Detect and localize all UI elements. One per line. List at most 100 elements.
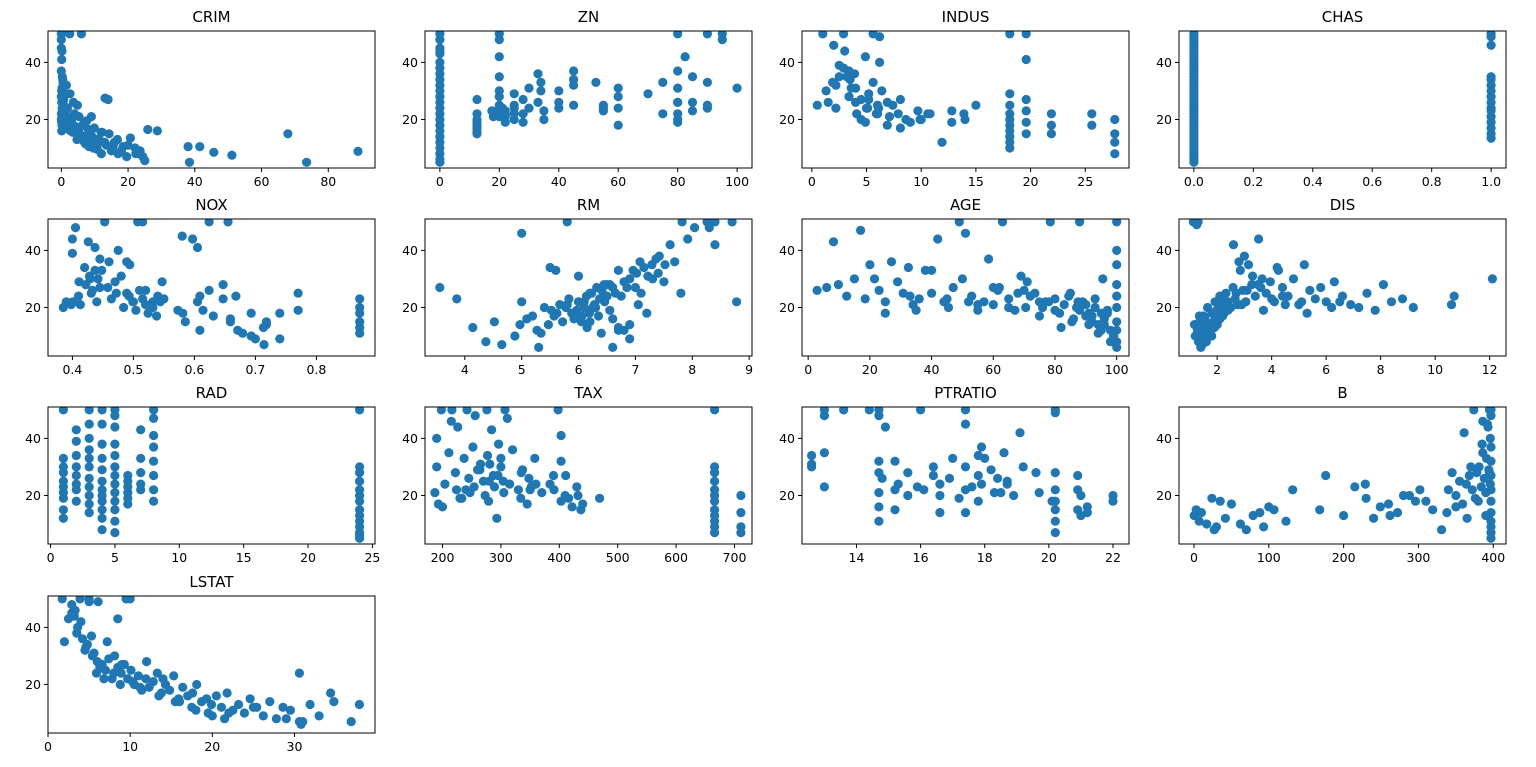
subplot-rad: RAD 0 5 10 15 20 25 20 40 <box>25 384 380 565</box>
data-point <box>913 106 923 116</box>
data-point <box>642 308 652 318</box>
scatter-points <box>1188 219 1497 352</box>
data-point <box>554 103 564 113</box>
data-point <box>1112 342 1122 352</box>
data-point <box>75 596 85 604</box>
x-tick-label: 20 <box>120 174 136 189</box>
data-point <box>1194 516 1204 526</box>
x-tick-label: 25 <box>1077 174 1093 189</box>
data-point <box>613 322 624 333</box>
data-point <box>882 120 892 130</box>
data-point <box>293 288 303 298</box>
data-point <box>432 433 442 443</box>
data-point <box>554 86 564 96</box>
data-point <box>1362 288 1372 298</box>
data-point <box>552 308 562 318</box>
data-point <box>152 126 162 136</box>
data-point <box>895 123 906 133</box>
data-point <box>1259 522 1269 532</box>
data-point <box>97 476 107 486</box>
data-point <box>84 433 94 443</box>
data-point <box>154 691 164 701</box>
data-point <box>435 35 445 45</box>
x-tick-label: 60 <box>254 174 270 189</box>
data-point <box>296 719 306 730</box>
data-point <box>355 533 365 543</box>
data-point <box>1030 288 1040 298</box>
data-point <box>935 490 945 501</box>
data-point <box>947 106 957 116</box>
data-point <box>1370 305 1380 315</box>
data-point <box>823 97 833 107</box>
plot-frame <box>47 30 376 169</box>
data-point <box>152 668 162 678</box>
data-point <box>599 280 609 290</box>
data-point <box>680 52 690 62</box>
data-point <box>136 468 146 478</box>
data-point <box>482 407 492 415</box>
data-point <box>980 453 990 463</box>
data-point <box>75 300 85 310</box>
data-point <box>246 308 256 318</box>
data-point <box>1487 274 1497 284</box>
data-point <box>57 46 67 56</box>
data-point <box>874 285 884 295</box>
data-point <box>149 430 159 441</box>
data-point <box>1446 300 1457 310</box>
data-point <box>1110 129 1120 139</box>
data-point <box>110 516 120 526</box>
plot-frame <box>1178 218 1507 357</box>
data-point <box>238 328 248 338</box>
data-point <box>1256 282 1266 293</box>
data-point <box>440 479 450 489</box>
data-point <box>1481 510 1491 521</box>
data-point <box>496 453 506 463</box>
data-point <box>97 407 107 415</box>
data-point <box>482 450 493 461</box>
x-tick-label: 200 <box>1332 550 1356 565</box>
data-point <box>988 300 998 310</box>
data-point <box>1087 109 1097 119</box>
data-point <box>915 114 925 125</box>
data-point <box>494 92 504 102</box>
data-point <box>90 265 100 275</box>
data-point <box>1316 282 1326 293</box>
x-tick-label: 20 <box>1023 174 1039 189</box>
data-point <box>677 219 687 227</box>
x-tick-label: 12 <box>1482 362 1498 377</box>
data-point <box>636 288 646 298</box>
data-point <box>1090 294 1100 304</box>
data-point <box>459 453 469 463</box>
data-point <box>135 682 145 692</box>
data-point <box>496 462 506 472</box>
data-point <box>1050 505 1060 515</box>
data-point <box>971 100 981 110</box>
data-point <box>97 496 107 506</box>
data-point <box>984 254 994 264</box>
data-point <box>553 407 563 415</box>
y-tick-label: 20 <box>25 300 41 315</box>
data-point <box>110 505 120 515</box>
data-point <box>903 468 913 478</box>
data-point <box>84 597 94 607</box>
data-point <box>113 614 123 624</box>
data-point <box>96 127 106 137</box>
data-point <box>141 285 151 295</box>
scatter-points <box>58 219 365 350</box>
data-point <box>59 637 69 647</box>
data-point <box>736 528 746 538</box>
data-point <box>1004 294 1014 304</box>
x-tick-label: 0 <box>47 550 55 565</box>
data-point <box>1464 470 1474 481</box>
data-point <box>119 302 129 313</box>
data-point <box>643 89 653 99</box>
data-point <box>1022 277 1032 287</box>
data-point <box>261 320 271 330</box>
data-point <box>1207 493 1217 503</box>
data-point <box>875 57 885 67</box>
data-point <box>509 114 519 125</box>
scatter-points <box>56 31 363 167</box>
data-point <box>1075 219 1085 227</box>
data-point <box>294 668 304 678</box>
data-point <box>68 297 78 307</box>
